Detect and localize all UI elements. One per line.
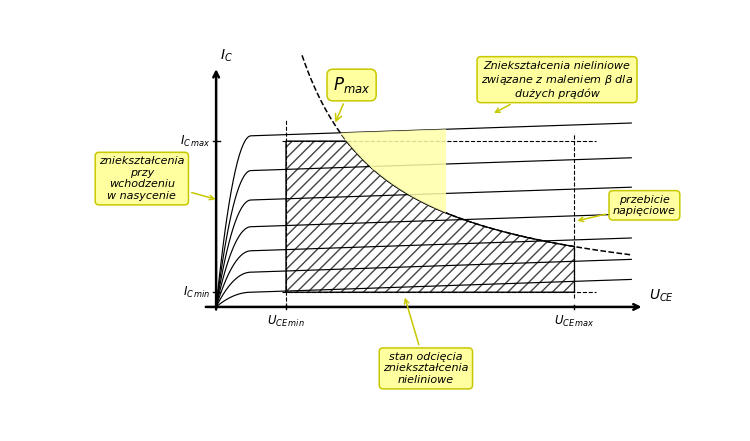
Text: $I_C$: $I_C$ — [220, 47, 233, 64]
Text: $U_{CE\,max}$: $U_{CE\,max}$ — [554, 314, 595, 329]
Text: Zniekształcenia nieliniowe
związane z maleniem $\beta$ dla
dużych prądów: Zniekształcenia nieliniowe związane z ma… — [481, 60, 633, 112]
Text: stan odcięcia
zniekształcenia
nieliniowe: stan odcięcia zniekształcenia nieliniowe — [383, 299, 469, 385]
Polygon shape — [370, 166, 374, 170]
Text: $P_{max}$: $P_{max}$ — [333, 75, 370, 121]
Text: przebicie
napięciowe: przebicie napięciowe — [579, 194, 676, 221]
Text: $U_{CE}$: $U_{CE}$ — [649, 288, 674, 304]
Polygon shape — [341, 129, 446, 213]
Text: $U_{CE\,min}$: $U_{CE\,min}$ — [267, 314, 305, 329]
Text: $I_{C\,min}$: $I_{C\,min}$ — [183, 285, 211, 300]
Text: $I_{C\,max}$: $I_{C\,max}$ — [180, 134, 211, 149]
Text: zniekształcenia
przy
wchodzeniu
w nasycenie: zniekształcenia przy wchodzeniu w nasyce… — [99, 156, 214, 201]
